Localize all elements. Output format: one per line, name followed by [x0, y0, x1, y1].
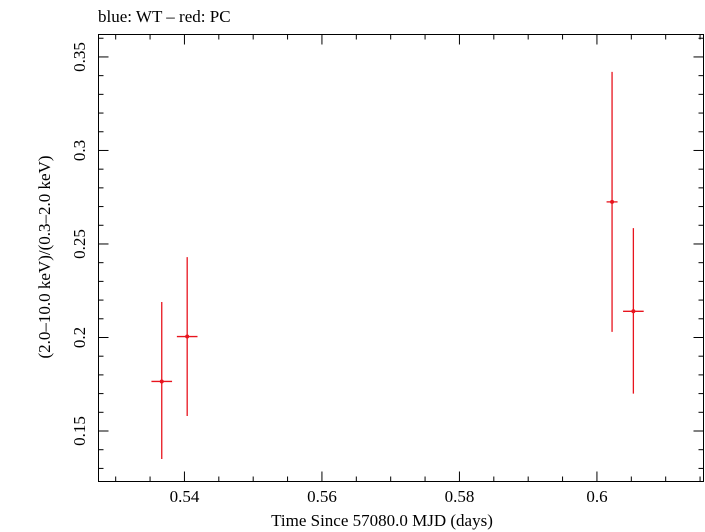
y-axis-label: (2.0–10.0 keV)/(0.3–2.0 keV)	[35, 155, 54, 358]
x-tick-label: 0.54	[170, 487, 200, 506]
data-point	[176, 257, 198, 417]
axis-ticks	[98, 34, 704, 482]
y-tick-label: 0.3	[70, 140, 89, 161]
data-point	[151, 301, 173, 460]
point-marker	[610, 199, 615, 204]
x-axis-label: Time Since 57080.0 MJD (days)	[271, 511, 493, 530]
y-tick-label: 0.15	[70, 416, 89, 446]
point-marker	[159, 379, 164, 384]
x-tick-label: 0.6	[586, 487, 607, 506]
axis-tick-labels: 0.54 0.56 0.58 0.6 0.15 0.2 0.25 0.3 0.35	[70, 42, 608, 506]
data-point	[606, 71, 618, 332]
x-tick-label: 0.56	[307, 487, 337, 506]
chart-title: blue: WT – red: PC	[98, 7, 231, 26]
data-layer	[151, 71, 644, 460]
y-tick-label: 0.2	[70, 327, 89, 348]
x-tick-label: 0.58	[445, 487, 475, 506]
point-marker	[185, 334, 190, 339]
point-marker	[631, 309, 636, 314]
y-tick-label: 0.25	[70, 229, 89, 259]
data-point	[623, 228, 644, 394]
plot-frame	[98, 34, 704, 482]
y-tick-label: 0.35	[70, 42, 89, 72]
